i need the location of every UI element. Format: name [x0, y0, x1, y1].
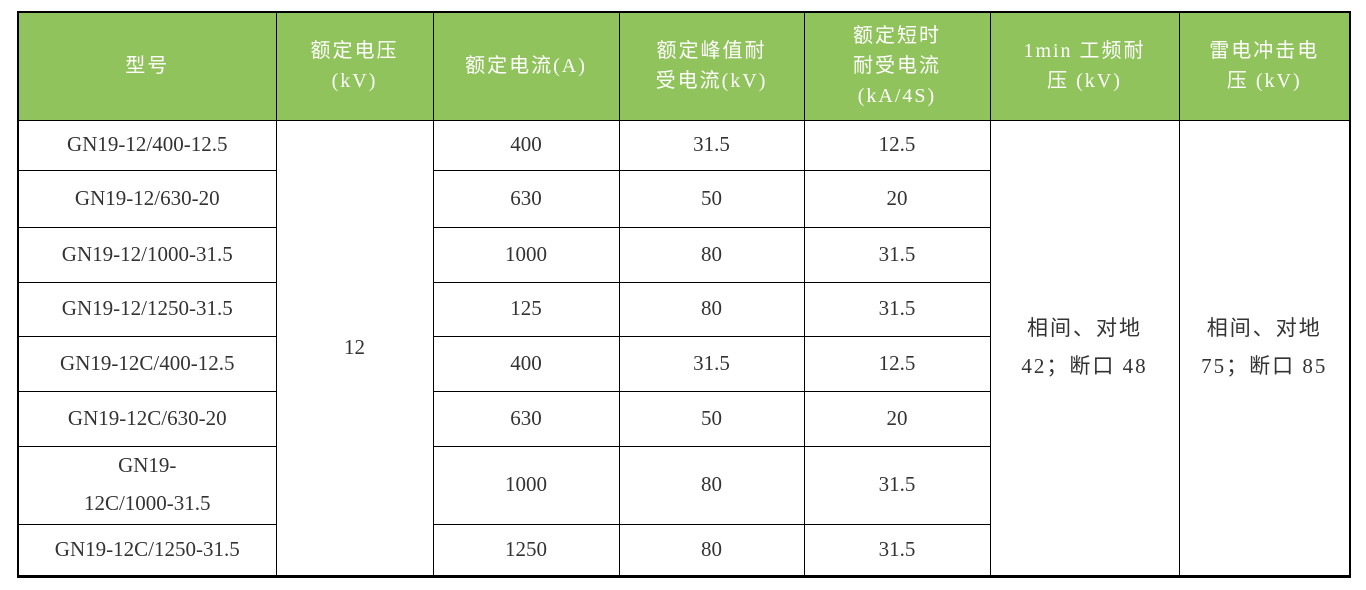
header-short-time: 额定短时 耐受电流 (kA/4S) [803, 11, 991, 121]
cell-peak: 31.5 [618, 335, 805, 392]
cell-rated-voltage: 12 [275, 119, 434, 577]
cell-short-time: 31.5 [803, 226, 991, 283]
cell-short-time: 20 [803, 390, 991, 447]
header-peak-withstand: 额定峰值耐 受电流(kV) [618, 11, 805, 121]
cell-current: 1000 [432, 226, 620, 283]
cell-short-time: 31.5 [803, 281, 991, 337]
table-row: GN19-12/400-12.5 12 400 31.5 12.5 相间、对地 … [17, 119, 1351, 577]
cell-peak: 80 [618, 445, 805, 525]
cell-model: GN19-12/630-20 [17, 169, 277, 228]
cell-model: GN19- 12C/1000-31.5 [17, 445, 277, 525]
cell-lightning: 相间、对地 75；断口 85 [1178, 119, 1351, 577]
cell-current: 1250 [432, 523, 620, 577]
header-lightning: 雷电冲击电 压 (kV) [1178, 11, 1351, 121]
cell-current: 125 [432, 281, 620, 337]
cell-peak: 50 [618, 169, 805, 228]
cell-peak: 80 [618, 226, 805, 283]
spec-table: 型号 额定电压 (kV) 额定电流(A) 额定峰值耐 受电流(kV) 额定短时 … [17, 11, 1351, 578]
cell-current: 1000 [432, 445, 620, 525]
cell-model: GN19-12/400-12.5 [17, 119, 277, 171]
cell-short-time: 31.5 [803, 445, 991, 525]
cell-model: GN19-12/1250-31.5 [17, 281, 277, 337]
cell-peak: 80 [618, 281, 805, 337]
cell-peak: 50 [618, 390, 805, 447]
header-power-freq: 1min 工频耐 压 (kV) [989, 11, 1180, 121]
cell-current: 400 [432, 335, 620, 392]
table-row: GN19- 12C/1000-31.5 1000 80 31.5 [17, 445, 1350, 525]
table-row: GN19-12/1000-31.5 1000 80 31.5 [17, 226, 1350, 283]
cell-model: GN19-12C/1250-31.5 [17, 523, 277, 577]
header-model: 型号 [17, 11, 277, 121]
header-row: 型号 额定电压 (kV) 额定电流(A) 额定峰值耐 受电流(kV) 额定短时 … [17, 11, 1351, 121]
table-row: GN19-12C/630-20 630 50 20 [17, 390, 1350, 447]
table-row: GN19-12C/1250-31.5 1250 80 31.5 [17, 523, 1350, 577]
cell-short-time: 12.5 [803, 119, 991, 171]
cell-short-time: 31.5 [803, 523, 991, 577]
cell-short-time: 12.5 [803, 335, 991, 392]
table-row: GN19-12C/400-12.5 400 31.5 12.5 [17, 335, 1350, 392]
cell-current: 630 [432, 169, 620, 228]
table-row: GN19-12/630-20 630 50 20 [17, 169, 1350, 228]
cell-model: GN19-12C/400-12.5 [17, 335, 277, 392]
cell-peak: 31.5 [618, 119, 805, 171]
cell-current: 630 [432, 390, 620, 447]
cell-short-time: 20 [803, 169, 991, 228]
cell-power-freq: 相间、对地 42；断口 48 [989, 119, 1180, 577]
cell-current: 400 [432, 119, 620, 171]
header-rated-current: 额定电流(A) [432, 11, 620, 121]
cell-peak: 80 [618, 523, 805, 577]
header-rated-voltage: 额定电压 (kV) [275, 11, 434, 121]
cell-model: GN19-12/1000-31.5 [17, 226, 277, 283]
cell-model: GN19-12C/630-20 [17, 390, 277, 447]
